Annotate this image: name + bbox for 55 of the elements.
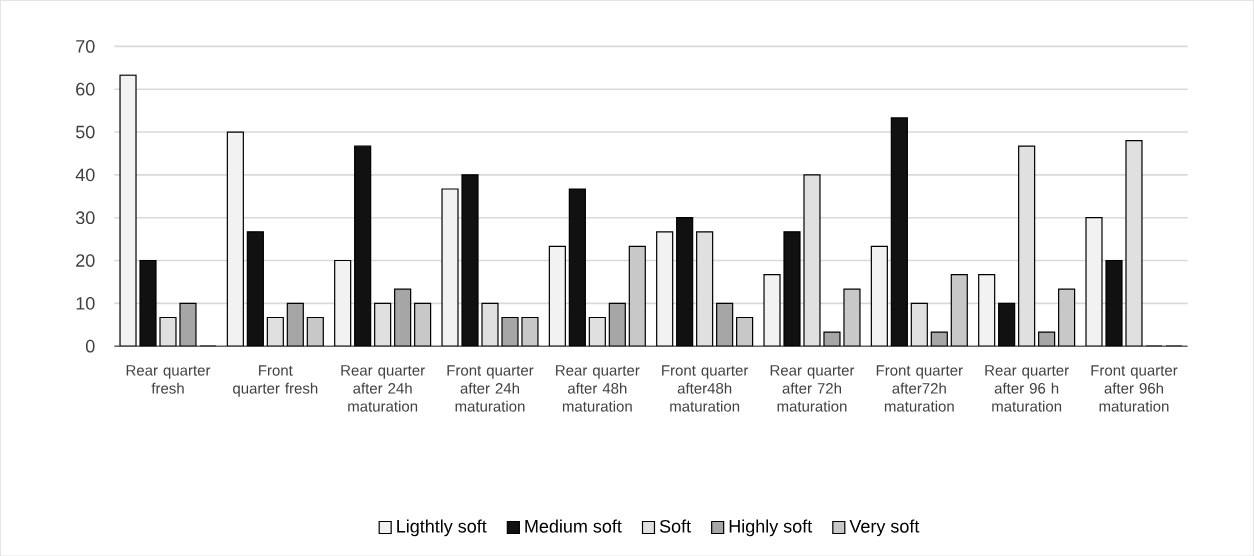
bar — [676, 216, 694, 346]
legend-label: Very soft — [849, 519, 920, 536]
bar — [461, 174, 479, 346]
bar — [521, 316, 539, 346]
bar — [609, 303, 626, 346]
bar — [890, 117, 908, 346]
x-tick-label: Rear quarter fresh — [126, 365, 211, 394]
bar — [139, 259, 157, 346]
y-tick-label: 30 — [75, 211, 95, 224]
bar — [1058, 288, 1076, 346]
bar — [978, 273, 996, 346]
bar — [870, 245, 888, 346]
x-tick-label: Rear quarter after 96 h maturation — [985, 365, 1069, 412]
bar — [628, 245, 646, 346]
bar — [354, 145, 372, 346]
bar — [998, 302, 1016, 346]
bar — [716, 303, 733, 346]
x-tick-label: Front quarter fresh — [233, 365, 318, 397]
x-tick-label: Rear quarter after 72h maturation — [770, 365, 855, 412]
y-tick-label: 40 — [75, 168, 95, 182]
x-tick-label: Front quarter after 96h maturation — [1091, 365, 1178, 412]
bar — [306, 316, 324, 346]
y-tick-label: 20 — [76, 253, 95, 267]
bar — [287, 303, 304, 346]
y-tick-label: 70 — [76, 39, 95, 53]
x-tick-label: Rear quarter after 48h maturation — [556, 365, 640, 412]
legend-label: Ligthtly soft — [397, 519, 487, 537]
bar — [843, 288, 861, 346]
bar — [441, 188, 459, 346]
bar — [226, 131, 244, 346]
bar — [1085, 216, 1103, 346]
x-tick-label: Front quarter after 24h maturation — [447, 365, 534, 412]
bar — [548, 245, 566, 346]
legend-label: Medium soft — [525, 519, 622, 533]
y-tick-label: 60 — [76, 82, 95, 96]
bar — [656, 231, 674, 346]
bar — [950, 273, 968, 346]
bar — [119, 74, 137, 346]
bar — [394, 288, 411, 346]
y-tick-label: 0 — [85, 339, 95, 353]
y-tick-label: 10 — [76, 296, 95, 310]
x-tick-label: Rear quarter after 24h maturation — [341, 365, 425, 412]
bar — [736, 316, 754, 346]
bar — [783, 231, 801, 346]
bar — [763, 273, 781, 346]
bar — [568, 188, 586, 346]
x-tick-label: Front quarter after48h maturation — [662, 365, 749, 412]
bar — [1105, 259, 1123, 346]
bar — [246, 231, 264, 346]
bar — [414, 302, 432, 346]
legend-label: Soft — [659, 519, 691, 533]
y-tick-label: 50 — [75, 125, 95, 139]
legend-label: Highly soft — [729, 519, 813, 537]
bar — [334, 259, 352, 346]
x-tick-label: Front quarter after72h maturation — [876, 365, 963, 412]
